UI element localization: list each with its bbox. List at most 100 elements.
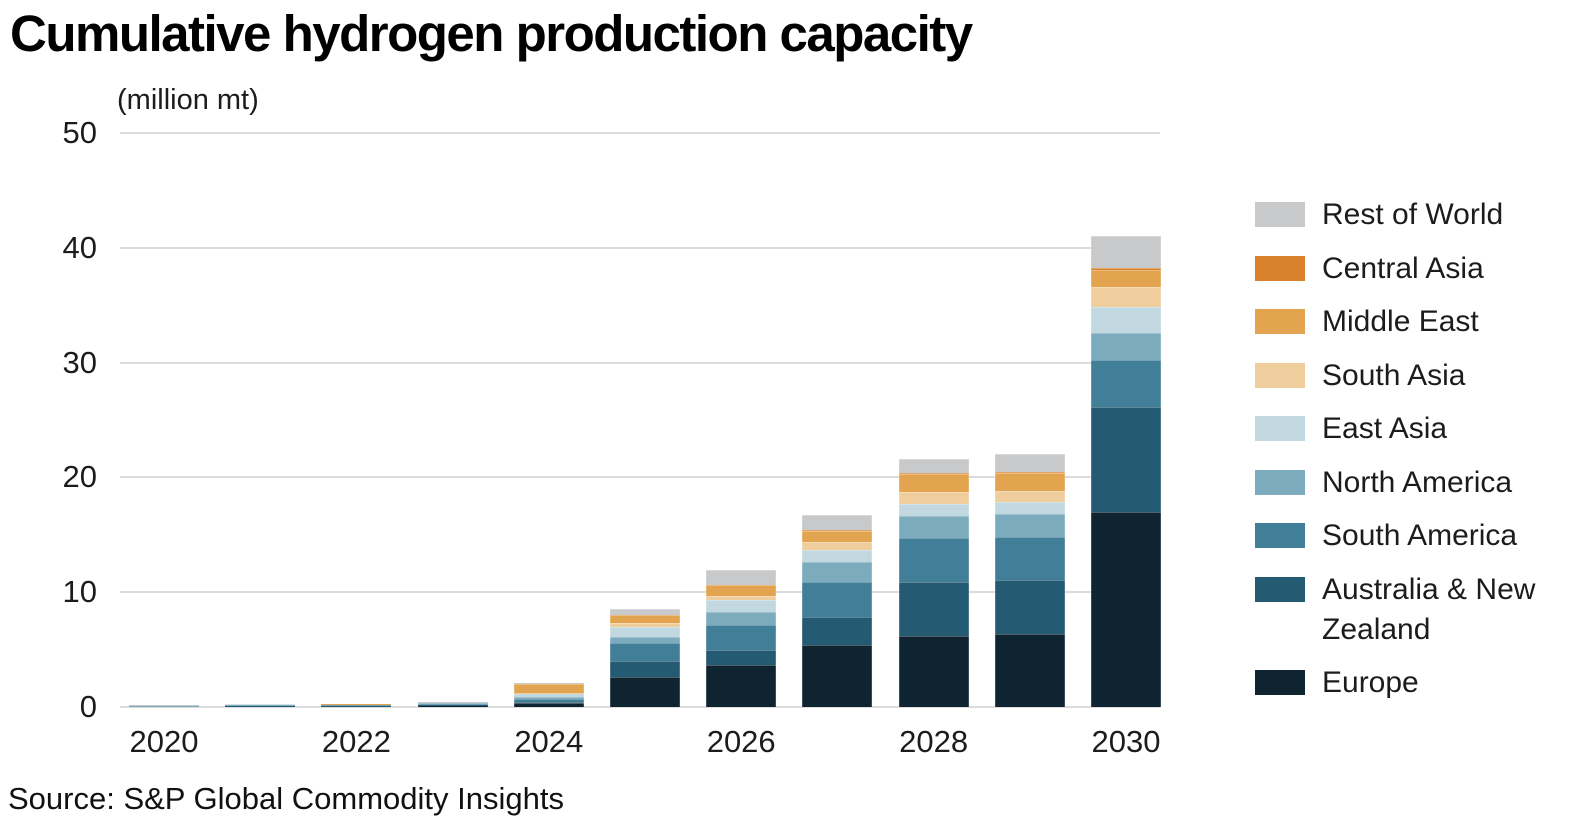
- legend-label: South America: [1322, 519, 1518, 552]
- legend-label: Middle East: [1322, 305, 1479, 338]
- bar-segment: [706, 649, 777, 665]
- bar-segment: [1091, 286, 1161, 308]
- bar-segment: [610, 615, 680, 624]
- bar-segment: [802, 645, 873, 707]
- bar-segment: [802, 530, 873, 532]
- bar-segment: [802, 581, 873, 618]
- bar-segment: [994, 514, 1065, 538]
- bar-segment: [802, 617, 873, 645]
- bar-segment: [1091, 269, 1161, 287]
- bar-segment: [898, 516, 969, 539]
- bar-segment: [706, 611, 777, 626]
- x-tick-label-2024: 2024: [514, 724, 584, 759]
- y-tick-label-10: 10: [62, 574, 97, 610]
- bar-segment: [994, 633, 1065, 707]
- bar-segment: [898, 635, 969, 707]
- y-tick-label-20: 20: [62, 459, 97, 495]
- legend-item: Central Asia: [1255, 249, 1562, 289]
- bar-segment: [1091, 307, 1161, 333]
- x-tick-label-2026: 2026: [706, 724, 776, 759]
- bar-segment: [994, 454, 1065, 472]
- y-tick-label-0: 0: [79, 689, 97, 724]
- legend-swatch-icon: [1255, 255, 1305, 281]
- legend-item: North America: [1255, 463, 1562, 503]
- bar-segment: [802, 562, 873, 582]
- bar-segment: [898, 473, 969, 493]
- bar-segment: [898, 472, 969, 474]
- bar-segment: [898, 459, 969, 473]
- legend-swatch-icon: [1255, 523, 1305, 548]
- x-tick-label-2028: 2028: [899, 724, 969, 759]
- bar-segment: [610, 661, 680, 678]
- bar-segment: [994, 537, 1065, 580]
- bar-segment: [898, 503, 969, 517]
- bar-segment: [513, 692, 584, 694]
- legend-swatch-icon: [1255, 202, 1305, 227]
- bar-segment: [513, 682, 584, 684]
- bar-segment: [802, 515, 873, 531]
- legend-label: Rest of World: [1322, 198, 1504, 231]
- legend-label: North America: [1322, 465, 1513, 499]
- chart-title: Cumulative hydrogen production capacity: [10, 5, 973, 62]
- bar-segment: [513, 684, 584, 693]
- bar-segment: [513, 697, 584, 699]
- bar-segment: [898, 581, 969, 636]
- bar-segment: [417, 705, 488, 707]
- gridline-20: [120, 476, 1160, 479]
- bar-segment: [1091, 360, 1161, 408]
- gridline-10: [120, 591, 1160, 594]
- bar-segment: [610, 623, 680, 627]
- bar-segment: [417, 703, 488, 705]
- x-tick-label-2020: 2020: [129, 724, 199, 759]
- legend-item: Middle East: [1255, 302, 1562, 342]
- y-tick-label-50: 50: [62, 115, 97, 150]
- legend-swatch-icon: [1255, 576, 1305, 602]
- bar-segment: [802, 541, 873, 550]
- y-axis-units-label: (million mt): [117, 84, 259, 116]
- bar-segment: [417, 702, 488, 704]
- bar-segment: [898, 492, 969, 504]
- bar-segment: [513, 693, 584, 698]
- bar-segment: [513, 702, 584, 707]
- gridline-50: [120, 132, 1160, 134]
- bar-segment: [610, 677, 680, 707]
- bar-segment: [225, 705, 296, 706]
- legend-item: Australia & New Zealand: [1255, 570, 1562, 650]
- bar-segment: [994, 501, 1065, 515]
- legend-swatch-icon: [1255, 416, 1305, 441]
- bar-segment: [706, 600, 777, 612]
- gridline-40: [120, 246, 1160, 249]
- legend-swatch-icon: [1255, 469, 1305, 495]
- bar-segment: [1091, 236, 1161, 269]
- bar-segment: [610, 636, 680, 643]
- legend-item: Europe: [1255, 663, 1562, 703]
- bar-segment: [321, 704, 392, 705]
- legend-label: Europe: [1322, 666, 1419, 699]
- bar-segment: [610, 609, 680, 616]
- bar-segment: [513, 698, 584, 702]
- bar-segment: [610, 642, 680, 662]
- legend-item: Rest of World: [1255, 195, 1562, 235]
- gridline-30: [120, 361, 1160, 364]
- legend-swatch-icon: [1255, 309, 1305, 334]
- x-tick-label-2030: 2030: [1091, 724, 1161, 759]
- legend: Rest of World Central Asia Middle East Sout…: [1255, 195, 1562, 703]
- bar-segment: [610, 626, 680, 637]
- bar-segment: [994, 579, 1065, 634]
- bar-segment: [994, 471, 1065, 473]
- legend-label: East Asia: [1322, 412, 1448, 445]
- bar-segment: [225, 706, 296, 707]
- bar-segment: [994, 491, 1065, 502]
- bar-segment: [513, 701, 584, 703]
- y-tick-label-40: 40: [62, 229, 97, 265]
- bar-segment: [417, 704, 488, 706]
- bar-segment: [706, 664, 777, 707]
- bar-segment: [1091, 511, 1161, 707]
- bar-segment: [706, 595, 777, 601]
- bar-segment: [898, 538, 969, 582]
- legend-label: South Asia: [1322, 358, 1466, 392]
- bar-segment: [129, 706, 199, 707]
- source-attribution: Source: S&P Global Commodity Insights: [8, 781, 564, 816]
